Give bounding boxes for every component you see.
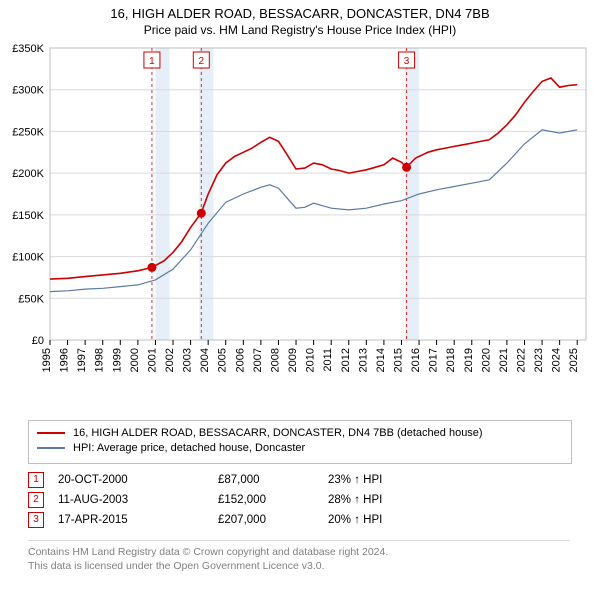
sale-badge: 1: [28, 472, 44, 488]
svg-text:2006: 2006: [234, 348, 246, 372]
svg-text:2017: 2017: [428, 348, 440, 372]
svg-text:£350K: £350K: [12, 43, 44, 55]
svg-text:2021: 2021: [498, 348, 510, 372]
svg-text:2014: 2014: [375, 348, 387, 372]
svg-text:1997: 1997: [76, 348, 88, 372]
svg-text:2000: 2000: [129, 348, 141, 372]
svg-text:2016: 2016: [410, 348, 422, 372]
sale-badge: 2: [28, 492, 44, 508]
svg-text:1995: 1995: [41, 348, 53, 372]
svg-text:£250K: £250K: [12, 126, 44, 138]
footer-line1: Contains HM Land Registry data © Crown c…: [28, 545, 570, 559]
svg-text:2004: 2004: [199, 348, 211, 372]
svg-text:2022: 2022: [515, 348, 527, 372]
sale-diff: 20% ↑ HPI: [328, 514, 382, 526]
chart-legend: 16, HIGH ALDER ROAD, BESSACARR, DONCASTE…: [28, 420, 572, 464]
chart-titles: 16, HIGH ALDER ROAD, BESSACARR, DONCASTE…: [0, 0, 600, 37]
chart-footer: Contains HM Land Registry data © Crown c…: [28, 540, 570, 573]
svg-text:2015: 2015: [392, 348, 404, 372]
svg-text:2019: 2019: [463, 348, 475, 372]
svg-text:2012: 2012: [340, 348, 352, 372]
legend-swatch-property: [37, 432, 65, 434]
svg-text:2005: 2005: [217, 348, 229, 372]
svg-text:2008: 2008: [269, 348, 281, 372]
svg-text:£100K: £100K: [12, 252, 44, 264]
svg-text:2024: 2024: [551, 348, 563, 372]
chart-title-line2: Price paid vs. HM Land Registry's House …: [0, 23, 600, 37]
sales-list: 1 20-OCT-2000 £87,000 23% ↑ HPI 2 11-AUG…: [28, 470, 570, 530]
svg-text:2018: 2018: [445, 348, 457, 372]
sale-date: 20-OCT-2000: [58, 474, 218, 486]
legend-row-hpi: HPI: Average price, detached house, Donc…: [29, 440, 571, 455]
footer-line2: This data is licensed under the Open Gov…: [28, 559, 570, 573]
svg-text:1: 1: [149, 56, 155, 67]
svg-text:2009: 2009: [287, 348, 299, 372]
sale-row: 2 11-AUG-2003 £152,000 28% ↑ HPI: [28, 490, 570, 510]
svg-text:1996: 1996: [59, 348, 71, 372]
sale-price: £152,000: [218, 494, 328, 506]
sale-row: 3 17-APR-2015 £207,000 20% ↑ HPI: [28, 510, 570, 530]
sale-badge: 3: [28, 512, 44, 528]
svg-text:£50K: £50K: [18, 293, 44, 305]
svg-text:2003: 2003: [182, 348, 194, 372]
svg-text:2025: 2025: [568, 348, 580, 372]
svg-text:£150K: £150K: [12, 210, 44, 222]
sale-diff: 23% ↑ HPI: [328, 474, 382, 486]
svg-text:2001: 2001: [146, 348, 158, 372]
svg-text:2011: 2011: [322, 348, 334, 372]
chart-title-line1: 16, HIGH ALDER ROAD, BESSACARR, DONCASTE…: [0, 6, 600, 21]
svg-text:3: 3: [404, 56, 410, 67]
legend-label-property: 16, HIGH ALDER ROAD, BESSACARR, DONCASTE…: [73, 427, 483, 439]
svg-text:2007: 2007: [252, 348, 264, 372]
sale-date: 17-APR-2015: [58, 514, 218, 526]
svg-text:2023: 2023: [533, 348, 545, 372]
svg-text:2013: 2013: [357, 348, 369, 372]
svg-text:£0: £0: [32, 335, 44, 347]
svg-text:2010: 2010: [305, 348, 317, 372]
svg-text:2: 2: [199, 56, 205, 67]
legend-swatch-hpi: [37, 447, 65, 449]
sale-price: £87,000: [218, 474, 328, 486]
sale-row: 1 20-OCT-2000 £87,000 23% ↑ HPI: [28, 470, 570, 490]
svg-text:£200K: £200K: [12, 168, 44, 180]
legend-row-property: 16, HIGH ALDER ROAD, BESSACARR, DONCASTE…: [29, 425, 571, 440]
svg-text:2020: 2020: [480, 348, 492, 372]
svg-text:2002: 2002: [164, 348, 176, 372]
svg-text:£300K: £300K: [12, 85, 44, 97]
legend-label-hpi: HPI: Average price, detached house, Donc…: [73, 442, 305, 454]
sale-diff: 28% ↑ HPI: [328, 494, 382, 506]
sale-date: 11-AUG-2003: [58, 494, 218, 506]
price-chart: £0 £50K £100K £150K £200K £250K £300K £350K 1995…: [0, 42, 600, 412]
sale-price: £207,000: [218, 514, 328, 526]
svg-text:1999: 1999: [111, 348, 123, 372]
svg-text:1998: 1998: [94, 348, 106, 372]
